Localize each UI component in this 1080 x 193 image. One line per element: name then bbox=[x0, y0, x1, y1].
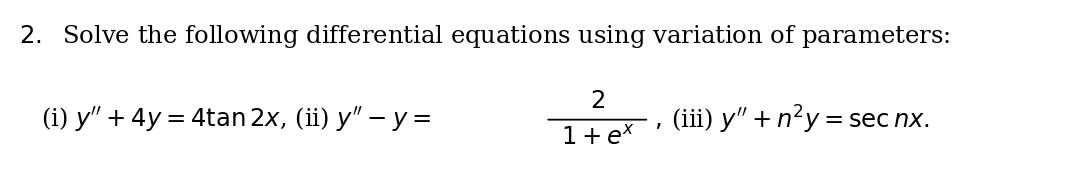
Text: $,$: $,$ bbox=[654, 108, 662, 131]
Text: $2$: $2$ bbox=[590, 90, 605, 113]
Text: $2.$  Solve the following differential equations using variation of parameters:: $2.$ Solve the following differential eq… bbox=[19, 23, 950, 50]
Text: (iii) $y'' + n^2y = \sec nx.$: (iii) $y'' + n^2y = \sec nx.$ bbox=[671, 104, 930, 136]
Text: (i) $y'' + 4y = 4\tan 2x$, (ii) $y'' - y =$: (i) $y'' + 4y = 4\tan 2x$, (ii) $y'' - y… bbox=[41, 105, 431, 134]
Text: $1 + e^{x}$: $1 + e^{x}$ bbox=[561, 126, 634, 150]
